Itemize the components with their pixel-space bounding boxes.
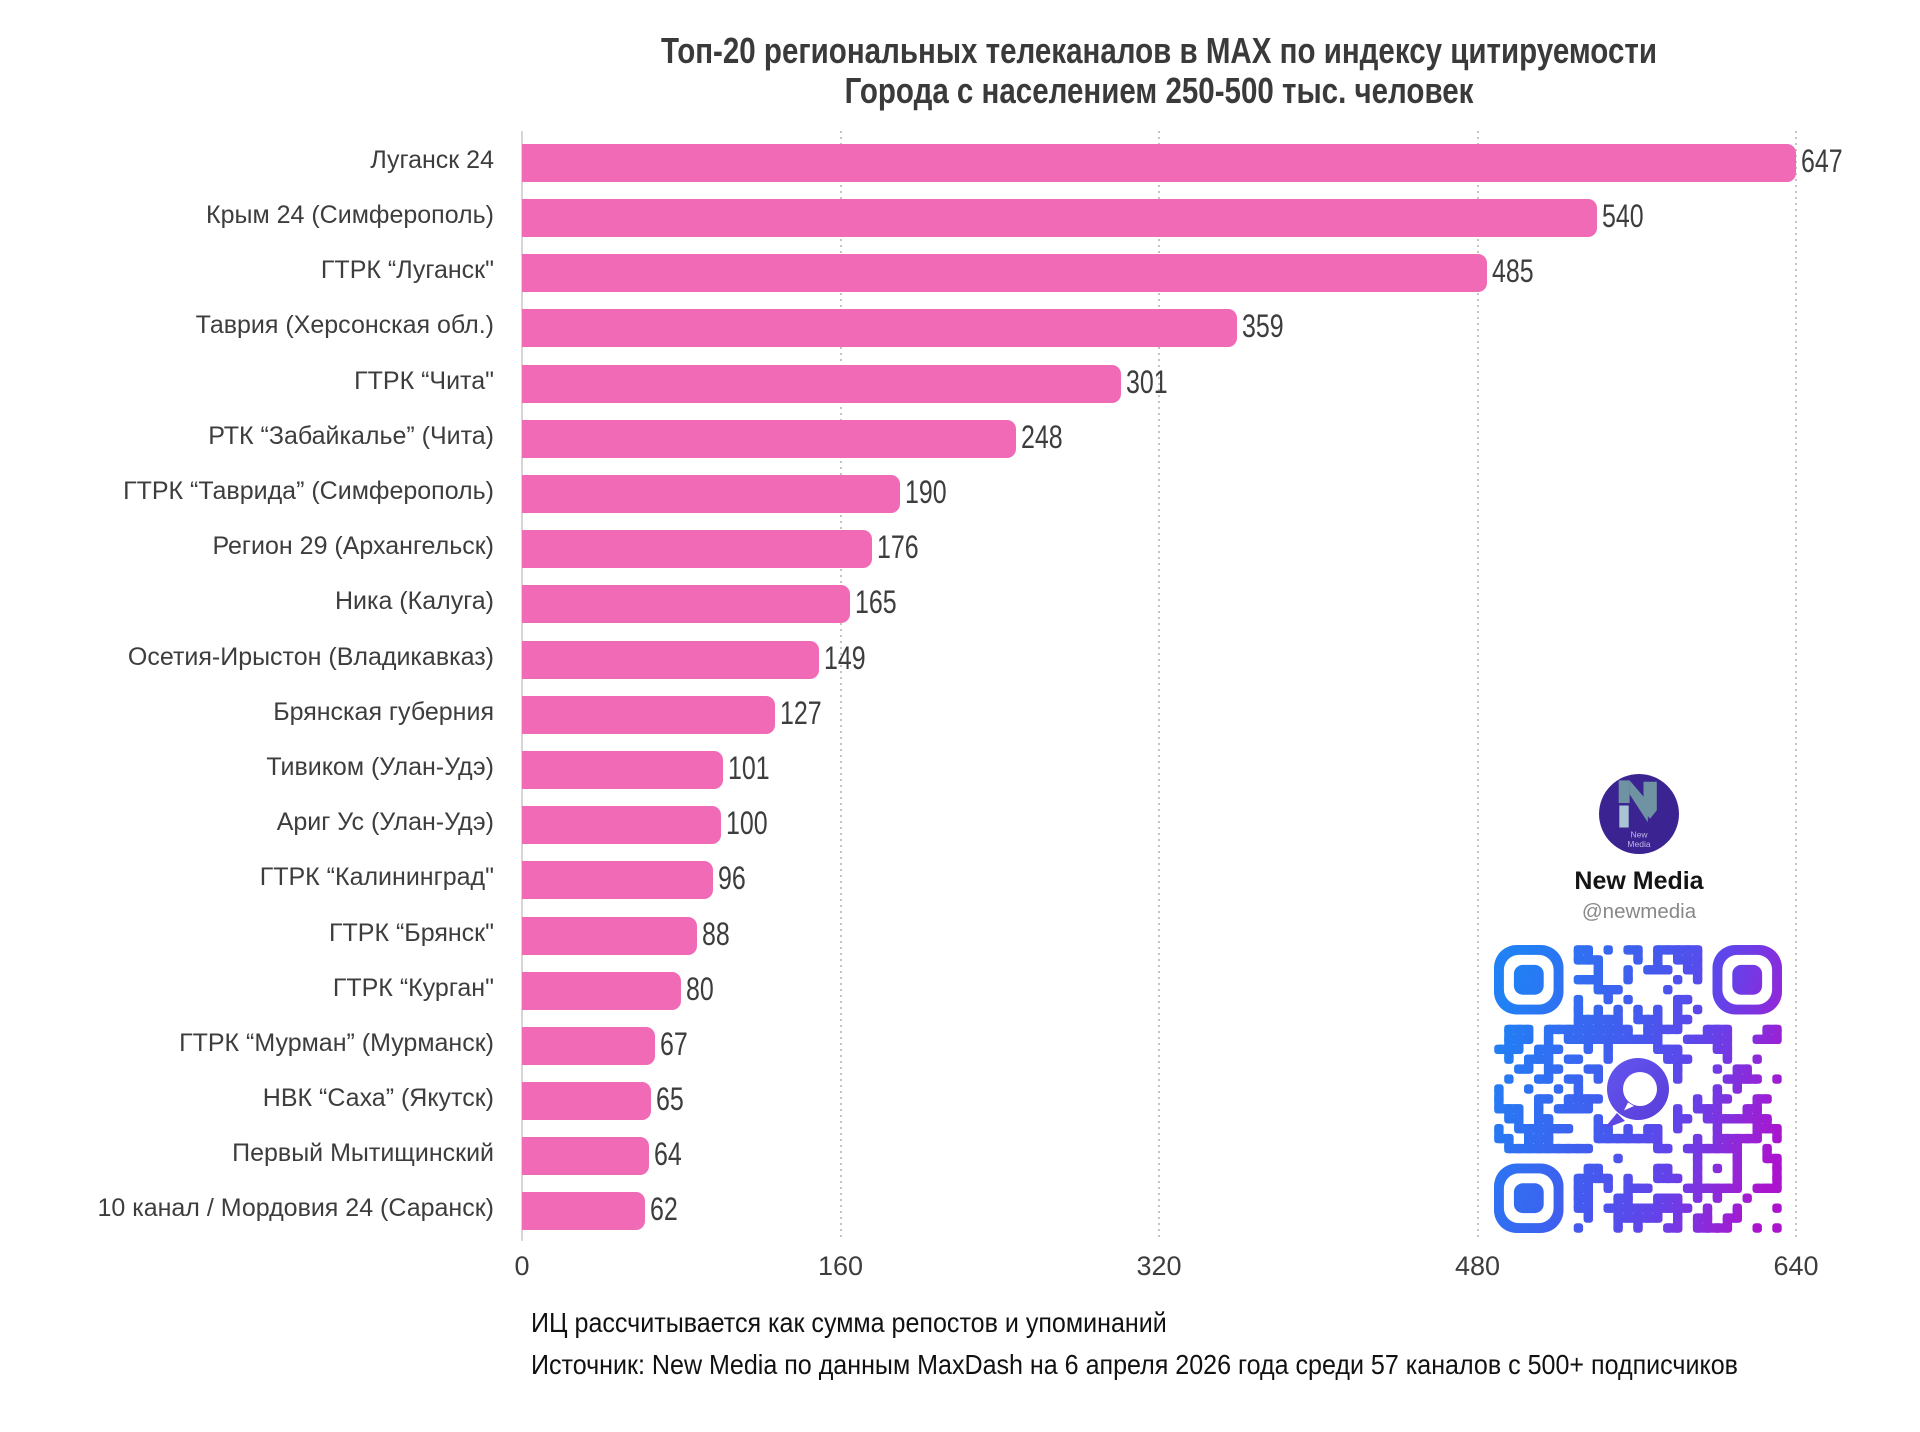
svg-text:Media: Media — [1627, 839, 1650, 849]
svg-text:New: New — [1630, 830, 1648, 840]
